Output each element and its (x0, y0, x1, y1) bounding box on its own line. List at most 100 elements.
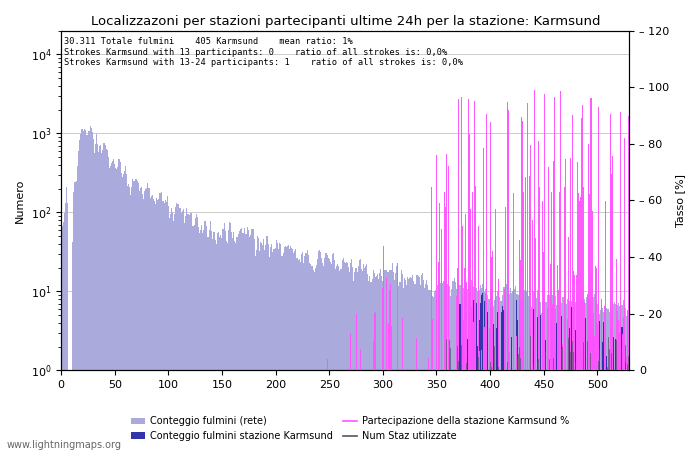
Bar (323, 266, 324, 450)
Bar (455, 282, 456, 450)
Bar (531, 307, 533, 450)
Bar (503, 287, 505, 450)
Bar (519, 336, 521, 450)
Bar (443, 281, 444, 450)
Bar (295, 249, 297, 450)
Bar (517, 294, 519, 450)
Bar (212, 238, 213, 450)
Bar (430, 290, 432, 450)
Bar (184, 223, 185, 450)
Bar (223, 223, 225, 450)
Bar (291, 248, 292, 450)
Bar (555, 297, 556, 450)
Bar (262, 245, 263, 450)
Bar (580, 307, 581, 450)
Bar (629, 302, 630, 450)
Bar (519, 301, 521, 450)
Bar (158, 198, 159, 450)
Bar (410, 277, 411, 450)
Bar (186, 208, 187, 450)
Bar (489, 304, 491, 450)
Bar (599, 321, 600, 450)
Bar (442, 283, 443, 450)
Bar (602, 342, 603, 450)
Bar (366, 264, 368, 450)
Bar (243, 233, 244, 450)
Bar (138, 183, 139, 450)
Bar (334, 260, 335, 450)
Bar (372, 270, 374, 450)
Bar (324, 257, 326, 450)
Text: www.lightningmaps.org: www.lightningmaps.org (7, 440, 122, 450)
Bar (125, 166, 126, 450)
Bar (191, 213, 193, 450)
Bar (90, 128, 92, 450)
Bar (568, 294, 569, 450)
Bar (589, 306, 590, 450)
Bar (582, 302, 583, 450)
Bar (511, 338, 512, 450)
Bar (200, 230, 201, 450)
Bar (365, 266, 366, 450)
Bar (450, 297, 451, 450)
Bar (225, 241, 227, 450)
Bar (391, 270, 392, 450)
Bar (421, 275, 422, 450)
Bar (614, 302, 615, 450)
Bar (86, 135, 88, 450)
Bar (511, 293, 512, 450)
Bar (298, 260, 299, 450)
Bar (134, 180, 136, 450)
Bar (97, 144, 98, 450)
Bar (318, 251, 319, 450)
Bar (533, 291, 535, 450)
Bar (181, 213, 182, 450)
Bar (302, 252, 303, 450)
Bar (175, 207, 176, 450)
Bar (596, 323, 597, 450)
Bar (439, 279, 440, 450)
Bar (350, 263, 351, 450)
Bar (487, 295, 489, 450)
Bar (178, 208, 180, 450)
Bar (528, 296, 529, 450)
Bar (412, 274, 414, 450)
Bar (95, 144, 96, 450)
Bar (615, 338, 616, 450)
Bar (602, 308, 603, 450)
Bar (128, 184, 130, 450)
Bar (566, 304, 567, 450)
Bar (260, 242, 261, 450)
Bar (332, 254, 333, 450)
Bar (612, 338, 614, 450)
Bar (214, 232, 215, 450)
Bar (480, 303, 481, 450)
Bar (560, 300, 561, 450)
Bar (290, 247, 291, 450)
Bar (466, 288, 467, 450)
Bar (440, 283, 441, 450)
Bar (424, 288, 425, 450)
Bar (414, 284, 416, 450)
Bar (211, 230, 212, 450)
Bar (583, 299, 584, 450)
Bar (576, 297, 578, 450)
Bar (436, 287, 437, 450)
Bar (88, 131, 90, 450)
Bar (500, 301, 501, 450)
Bar (289, 249, 290, 450)
Bar (480, 285, 481, 450)
Bar (80, 134, 81, 450)
Bar (153, 198, 154, 450)
Bar (561, 316, 562, 450)
Bar (402, 288, 404, 450)
Bar (612, 304, 614, 450)
Bar (524, 290, 525, 450)
Bar (453, 281, 454, 450)
Bar (190, 213, 191, 450)
Bar (486, 287, 487, 450)
Bar (99, 146, 100, 450)
Bar (539, 298, 540, 450)
Bar (258, 238, 259, 450)
Bar (477, 291, 479, 450)
